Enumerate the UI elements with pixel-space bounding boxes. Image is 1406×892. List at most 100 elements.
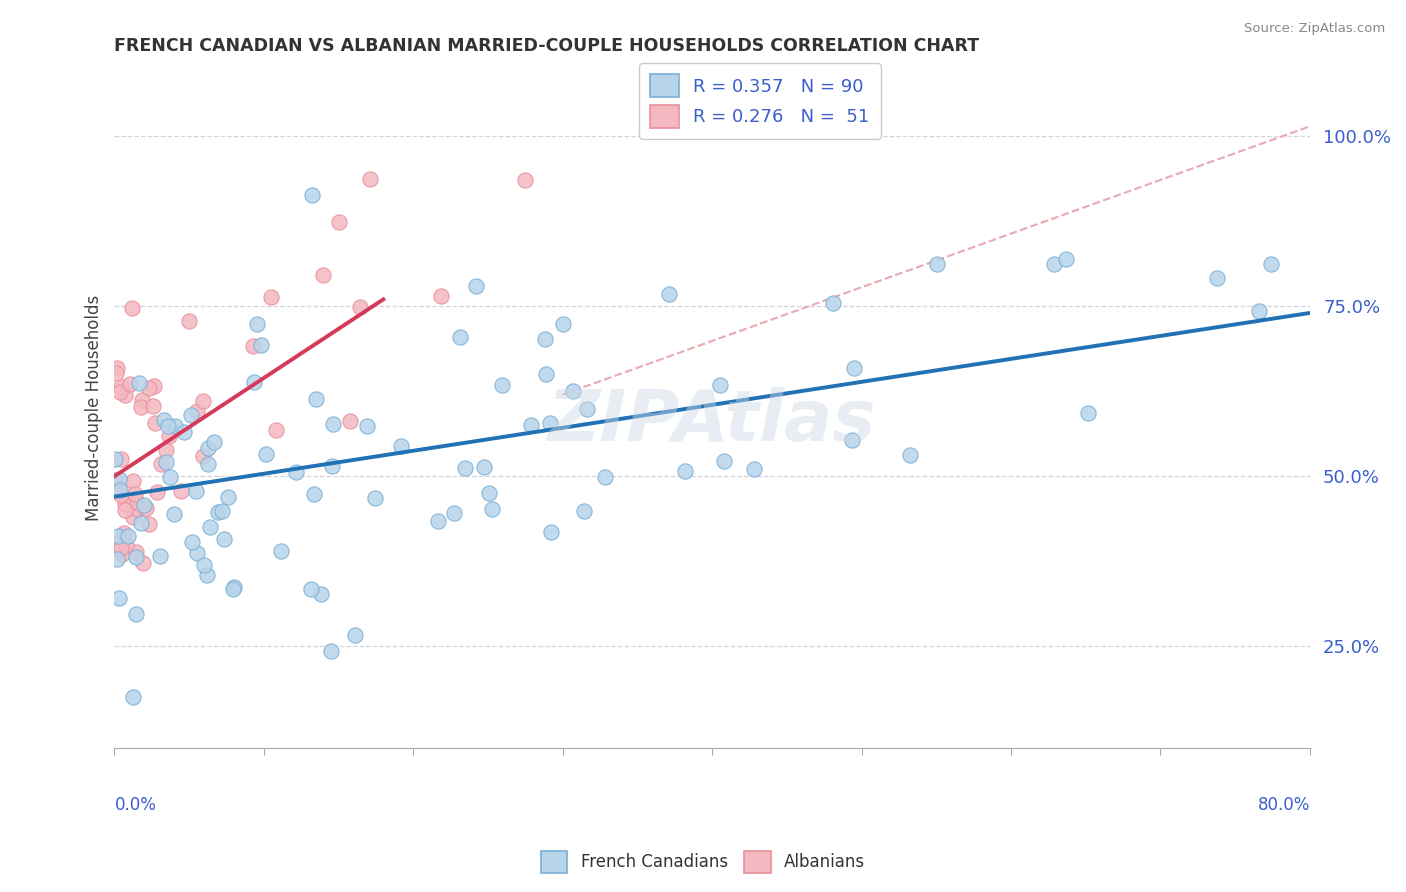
Point (575, 402, 598, 417)
Point (193, 393, 215, 408)
Point (658, 287, 681, 301)
Point (1206, 271, 1229, 285)
Point (181, 534, 204, 549)
Point (574, 504, 596, 518)
Point (186, 546, 208, 560)
Point (105, 551, 128, 566)
Point (364, 491, 387, 506)
Point (339, 414, 361, 428)
Point (125, 549, 148, 564)
Point (135, 500, 157, 515)
Point (117, 529, 139, 543)
Point (180, 409, 202, 423)
Point (104, 473, 127, 487)
Point (925, 257, 948, 271)
Point (143, 379, 166, 393)
Point (121, 301, 143, 316)
Text: Source: ZipAtlas.com: Source: ZipAtlas.com (1244, 22, 1385, 36)
Point (155, 455, 177, 469)
Point (844, 361, 866, 376)
Point (319, 644, 342, 658)
Point (260, 290, 283, 304)
Point (197, 457, 219, 471)
Point (198, 519, 221, 533)
Point (125, 501, 148, 516)
Point (709, 377, 731, 392)
Point (186, 403, 208, 417)
Point (343, 628, 366, 642)
Point (254, 447, 277, 461)
Text: FRENCH CANADIAN VS ALBANIAN MARRIED-COUPLE HOUSEHOLDS CORRELATION CHART: FRENCH CANADIAN VS ALBANIAN MARRIED-COUP… (114, 37, 980, 55)
Point (124, 486, 146, 500)
Legend: French Canadians, Albanians: French Canadians, Albanians (534, 845, 872, 880)
Point (207, 505, 229, 519)
Point (114, 387, 136, 401)
Point (177, 314, 200, 328)
Point (328, 215, 350, 229)
Point (112, 525, 135, 540)
Point (129, 516, 152, 530)
Point (491, 377, 513, 392)
Point (110, 541, 132, 556)
Point (1054, 252, 1077, 267)
Point (540, 525, 562, 540)
Point (389, 439, 412, 453)
Legend: R = 0.357   N = 90, R = 0.276   N =  51: R = 0.357 N = 90, R = 0.276 N = 51 (640, 63, 880, 138)
Point (132, 498, 155, 512)
Point (301, 582, 323, 596)
Point (195, 568, 218, 582)
Point (110, 380, 132, 394)
Point (107, 528, 129, 542)
Point (156, 418, 179, 433)
Point (202, 434, 225, 449)
Point (520, 417, 543, 432)
Point (1247, 304, 1270, 318)
Point (321, 458, 343, 473)
Point (138, 381, 160, 395)
Point (114, 502, 136, 516)
Point (349, 300, 371, 314)
Point (124, 545, 146, 559)
Point (224, 580, 246, 594)
Point (595, 470, 617, 484)
Point (114, 497, 136, 511)
Point (149, 549, 172, 564)
Point (163, 507, 186, 521)
Point (242, 339, 264, 353)
Point (1260, 257, 1282, 271)
Point (165, 419, 187, 434)
Point (129, 400, 152, 414)
Point (173, 425, 195, 440)
Point (551, 317, 574, 331)
Point (142, 399, 165, 413)
Point (120, 376, 142, 391)
Point (138, 517, 160, 532)
Point (305, 392, 328, 406)
Point (110, 488, 132, 502)
Point (111, 547, 134, 561)
Point (841, 433, 863, 447)
Point (673, 464, 696, 478)
Point (301, 188, 323, 202)
Point (561, 384, 583, 398)
Point (481, 501, 503, 516)
Point (193, 558, 215, 573)
Point (538, 416, 561, 430)
Point (128, 376, 150, 391)
Point (104, 366, 127, 380)
Point (104, 537, 127, 551)
Text: 0.0%: 0.0% (114, 797, 156, 814)
Point (159, 470, 181, 484)
Point (110, 451, 132, 466)
Point (513, 173, 536, 187)
Point (115, 538, 138, 552)
Point (242, 375, 264, 389)
Point (534, 332, 557, 346)
Point (1077, 406, 1099, 420)
Point (184, 484, 207, 499)
Point (312, 268, 335, 283)
Text: 80.0%: 80.0% (1257, 797, 1310, 814)
Point (249, 338, 271, 352)
Point (153, 413, 176, 427)
Point (214, 533, 236, 547)
